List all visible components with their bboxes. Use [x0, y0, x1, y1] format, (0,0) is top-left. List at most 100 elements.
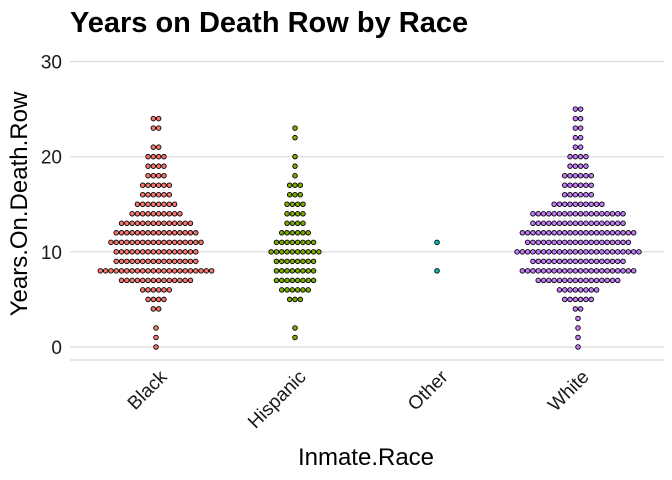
data-point-white	[593, 249, 600, 255]
data-point-hispanic	[289, 239, 296, 246]
data-point-white	[562, 239, 568, 246]
data-point-black	[129, 220, 135, 227]
data-point-black	[145, 182, 151, 188]
data-point-white	[524, 249, 531, 255]
data-point-white	[625, 249, 632, 255]
data-point-white	[562, 191, 568, 198]
data-point-black	[161, 172, 167, 179]
data-point-white	[615, 220, 621, 227]
data-point-white	[556, 220, 563, 227]
data-point-black	[161, 163, 167, 169]
data-point-black	[118, 258, 125, 265]
data-point-white	[593, 239, 600, 246]
data-point-white	[583, 249, 589, 255]
data-point-black	[166, 287, 172, 293]
data-point-black	[198, 268, 204, 274]
data-point-white	[615, 239, 621, 246]
data-point-black	[177, 258, 183, 265]
data-point-black	[192, 239, 199, 246]
data-point-black	[145, 172, 151, 179]
data-point-white	[577, 172, 584, 179]
data-point-hispanic	[292, 125, 298, 131]
data-point-hispanic	[279, 287, 285, 293]
data-point-white	[604, 258, 610, 265]
data-point-black	[150, 287, 157, 293]
data-point-white	[551, 277, 557, 284]
data-point-hispanic	[289, 277, 296, 284]
data-point-black	[118, 239, 125, 246]
data-point-black	[102, 268, 109, 274]
data-point-black	[113, 258, 119, 265]
data-point-black	[161, 182, 167, 188]
data-point-black	[155, 220, 162, 227]
data-point-white	[577, 239, 584, 246]
data-point-white	[572, 306, 579, 312]
data-point-white	[524, 268, 531, 274]
data-point-white	[630, 230, 637, 236]
data-point-white	[593, 258, 600, 265]
x-tick-label: Other	[404, 366, 453, 415]
data-point-black	[187, 277, 194, 284]
data-point-black	[129, 268, 135, 274]
data-point-black	[187, 249, 194, 255]
data-point-hispanic	[284, 268, 290, 274]
y-tick-label: 20	[41, 148, 62, 169]
data-point-white	[577, 182, 584, 188]
data-point-white	[609, 220, 616, 227]
data-point-white	[562, 220, 568, 227]
data-point-black	[145, 258, 151, 265]
data-point-white	[562, 296, 568, 303]
data-point-white	[562, 287, 568, 293]
data-point-black	[155, 182, 162, 188]
data-point-white	[609, 230, 616, 236]
data-point-hispanic	[305, 277, 312, 284]
data-point-black	[134, 268, 141, 274]
data-point-black	[129, 230, 135, 236]
data-point-white	[615, 211, 621, 217]
data-point-black	[150, 153, 157, 160]
data-point-white	[535, 230, 542, 236]
data-point-black	[166, 182, 172, 188]
data-point-hispanic	[300, 220, 306, 227]
data-point-black	[155, 191, 162, 198]
data-point-black	[182, 239, 188, 246]
data-point-black	[171, 201, 178, 207]
data-point-black	[155, 230, 162, 236]
data-point-white	[588, 296, 595, 303]
data-point-white	[562, 268, 568, 274]
data-point-hispanic	[310, 239, 317, 246]
data-point-black	[177, 211, 183, 217]
data-point-white	[577, 144, 584, 150]
data-point-white	[567, 211, 573, 217]
data-point-white	[593, 277, 600, 284]
data-point-hispanic	[310, 258, 317, 265]
data-point-black	[155, 296, 162, 303]
data-point-white	[604, 211, 610, 217]
data-point-white	[567, 153, 573, 160]
data-point-white	[562, 230, 568, 236]
data-point-black	[192, 268, 199, 274]
data-point-black	[208, 268, 215, 274]
data-point-white	[577, 258, 584, 265]
data-point-white	[535, 268, 542, 274]
data-point-white	[556, 249, 563, 255]
data-point-hispanic	[310, 249, 317, 255]
data-point-hispanic	[294, 268, 301, 274]
data-point-white	[546, 230, 552, 236]
data-point-hispanic	[273, 239, 280, 246]
data-point-black	[150, 211, 157, 217]
data-point-black	[187, 239, 194, 246]
data-point-white	[583, 163, 589, 169]
data-point-black	[150, 296, 157, 303]
data-point-white	[577, 106, 584, 112]
data-point-black	[145, 153, 151, 160]
data-point-black	[153, 344, 159, 350]
data-point-white	[567, 191, 573, 198]
data-point-white	[562, 211, 568, 217]
data-point-black	[155, 239, 162, 246]
data-point-hispanic	[284, 211, 290, 217]
data-point-white	[562, 201, 568, 207]
data-point-white	[599, 268, 605, 274]
y-axis-title: Years.On.Death.Row	[6, 91, 33, 316]
data-point-white	[567, 163, 573, 169]
